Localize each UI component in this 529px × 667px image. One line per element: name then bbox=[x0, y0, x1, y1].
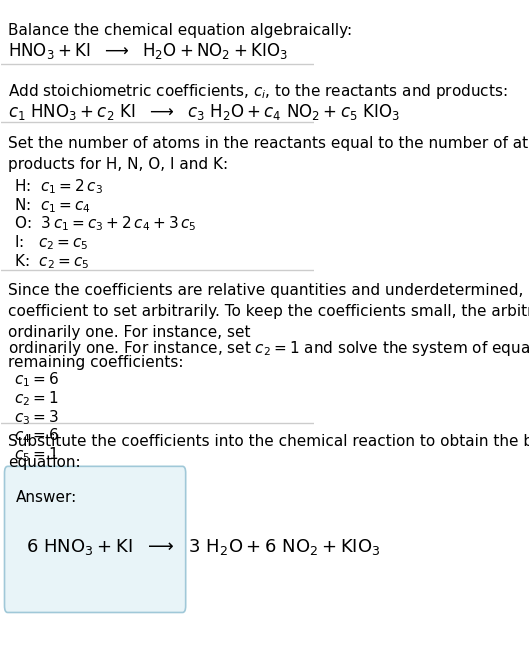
Text: ordinarily one. For instance, set $\mathit{c}_2 = 1$ and solve the system of equ: ordinarily one. For instance, set $\math… bbox=[7, 339, 529, 358]
Text: K:  $\mathit{c}_2 = \mathit{c}_5$: K: $\mathit{c}_2 = \mathit{c}_5$ bbox=[14, 252, 89, 271]
Text: Substitute the coefficients into the chemical reaction to obtain the balanced
eq: Substitute the coefficients into the che… bbox=[7, 434, 529, 470]
Text: Balance the chemical equation algebraically:: Balance the chemical equation algebraica… bbox=[7, 23, 352, 37]
Text: Add stoichiometric coefficients, $\mathit{c}_i$, to the reactants and products:: Add stoichiometric coefficients, $\mathi… bbox=[7, 83, 507, 101]
Text: $\mathit{c}_2 = 1$: $\mathit{c}_2 = 1$ bbox=[14, 390, 59, 408]
Text: $\mathit{c}_5 = 1$: $\mathit{c}_5 = 1$ bbox=[14, 445, 59, 464]
Text: N:  $\mathit{c}_1 = \mathit{c}_4$: N: $\mathit{c}_1 = \mathit{c}_4$ bbox=[14, 196, 91, 215]
Text: I:   $\mathit{c}_2 = \mathit{c}_5$: I: $\mathit{c}_2 = \mathit{c}_5$ bbox=[14, 233, 88, 252]
Text: Set the number of atoms in the reactants equal to the number of atoms in the
pro: Set the number of atoms in the reactants… bbox=[7, 135, 529, 171]
Text: $\mathrm{6\ HNO_3 + KI\ \ \longrightarrow\ \ 3\ H_2O + 6\ NO_2 + KIO_3}$: $\mathrm{6\ HNO_3 + KI\ \ \longrightarro… bbox=[26, 538, 381, 558]
Text: H:  $\mathit{c}_1 = 2\,\mathit{c}_3$: H: $\mathit{c}_1 = 2\,\mathit{c}_3$ bbox=[14, 177, 103, 196]
FancyBboxPatch shape bbox=[5, 466, 186, 612]
Text: $\mathit{c}_1 = 6$: $\mathit{c}_1 = 6$ bbox=[14, 371, 59, 390]
Text: Since the coefficients are relative quantities and underdetermined, choose a
coe: Since the coefficients are relative quan… bbox=[7, 283, 529, 340]
Text: $\mathit{c}_4 = 6$: $\mathit{c}_4 = 6$ bbox=[14, 426, 59, 445]
Text: $\mathit{c}_3 = 3$: $\mathit{c}_3 = 3$ bbox=[14, 408, 59, 427]
Text: remaining coefficients:: remaining coefficients: bbox=[7, 356, 183, 370]
Text: $\mathit{c}_1\ \mathrm{HNO_3} + \mathit{c}_2\ \mathrm{KI}\ \ \longrightarrow\ \ : $\mathit{c}_1\ \mathrm{HNO_3} + \mathit{… bbox=[7, 102, 400, 122]
Text: Answer:: Answer: bbox=[15, 490, 77, 505]
Text: $\mathrm{HNO_3 + KI\ \ \longrightarrow\ \ H_2O + NO_2 + KIO_3}$: $\mathrm{HNO_3 + KI\ \ \longrightarrow\ … bbox=[7, 41, 287, 61]
Text: O:  $3\,\mathit{c}_1 = \mathit{c}_3 + 2\,\mathit{c}_4 + 3\,\mathit{c}_5$: O: $3\,\mathit{c}_1 = \mathit{c}_3 + 2\,… bbox=[14, 215, 196, 233]
